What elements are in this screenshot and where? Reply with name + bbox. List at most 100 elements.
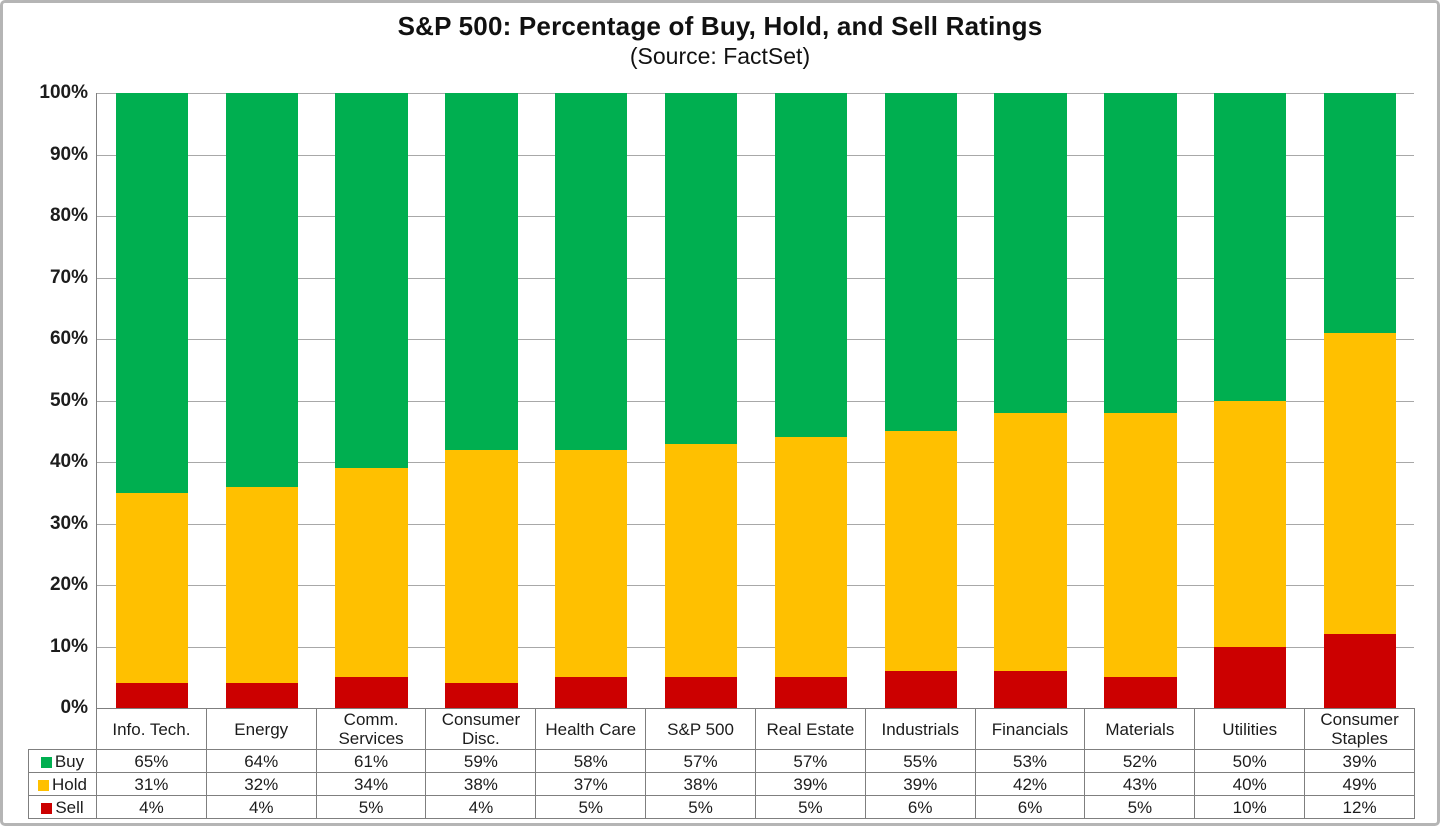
legend-swatch-sell	[41, 802, 53, 814]
legend-cell-hold: Hold	[28, 772, 97, 797]
value-cell-hold: 42%	[974, 772, 1086, 797]
category-header-cell: S&P 500	[645, 707, 756, 751]
table-row: Buy 65% 64% 61% 59% 58% 57% 57% 55% 53% 52% 50% 39%	[28, 749, 1415, 774]
legend-label: Hold	[52, 774, 87, 794]
value-cell-buy: 57%	[645, 749, 756, 774]
value-cell-hold: 39%	[754, 772, 866, 797]
stacked-bar	[225, 93, 298, 708]
y-axis-label: 100%	[39, 82, 88, 103]
value-cell-buy: 57%	[754, 749, 866, 774]
bar-column	[536, 93, 646, 708]
y-axis-label: 70%	[49, 266, 88, 288]
value-cell-buy: 65%	[96, 749, 207, 774]
value-cell-buy: 58%	[535, 749, 647, 774]
value-cell-hold: 49%	[1304, 772, 1415, 797]
bar-segment-hold	[445, 449, 518, 684]
bar-segment-hold	[115, 492, 189, 684]
stacked-bar	[1214, 93, 1287, 708]
bar-column	[207, 93, 317, 708]
value-cell-hold: 38%	[425, 772, 537, 797]
bar-column	[866, 93, 976, 708]
legend-label: Buy	[54, 751, 85, 771]
legend-cell-buy: Buy	[28, 749, 97, 774]
value-cell-sell: 4%	[96, 795, 207, 820]
value-cell-sell: 6%	[974, 795, 1086, 820]
bar-segment-hold	[884, 431, 957, 672]
bar-segment-hold	[335, 468, 408, 678]
value-cell-buy: 50%	[1194, 749, 1306, 774]
bar-segment-buy	[884, 93, 957, 432]
value-cell-sell: 5%	[315, 795, 427, 820]
bar-segment-sell	[994, 671, 1067, 708]
bar-segment-hold	[774, 437, 848, 678]
category-header-cell: Consumer Disc.	[425, 707, 537, 751]
data-table: Info. Tech. Energy Comm. Services Consumer …	[28, 707, 1415, 820]
category-header-cell: Real Estate	[754, 707, 866, 751]
value-cell-hold: 38%	[645, 772, 756, 797]
table-corner-cell	[29, 709, 97, 750]
stacked-bar	[1104, 93, 1177, 708]
bar-segment-hold	[1104, 412, 1177, 678]
bar-segment-hold	[664, 443, 738, 678]
stacked-bar	[445, 93, 518, 708]
y-axis-label: 90%	[49, 143, 88, 165]
gridline	[97, 154, 1414, 156]
y-axis-label: 60%	[49, 328, 88, 349]
bar-column	[976, 93, 1086, 708]
gridline	[97, 339, 1414, 340]
bar-column	[317, 93, 427, 708]
gridline	[97, 523, 1414, 525]
bar-column	[646, 93, 756, 708]
value-cell-hold: 34%	[315, 772, 427, 797]
value-cell-buy: 55%	[864, 749, 976, 774]
value-cell-buy: 39%	[1304, 749, 1415, 774]
bar-segment-hold	[1214, 400, 1287, 647]
bar-segment-buy	[1323, 93, 1397, 333]
gridline	[97, 400, 1414, 402]
value-cell-sell: 4%	[425, 795, 537, 820]
bar-column	[97, 93, 207, 708]
y-axis-label: 20%	[49, 574, 88, 595]
bar-segment-sell	[664, 677, 738, 708]
bar-column	[427, 93, 537, 708]
bar-column	[1305, 93, 1415, 708]
legend-swatch-hold	[38, 779, 50, 791]
chart-title: S&P 500: Percentage of Buy, Hold, and Se…	[397, 11, 1043, 41]
gridline	[97, 646, 1414, 648]
value-cell-hold: 32%	[205, 772, 317, 797]
value-cell-buy: 52%	[1084, 749, 1196, 774]
bar-column	[756, 93, 866, 708]
bar-segment-sell	[884, 671, 957, 708]
category-header-cell: Materials	[1084, 707, 1196, 751]
value-cell-sell: 5%	[754, 795, 866, 820]
stacked-bar	[774, 93, 848, 708]
bar-segment-sell	[225, 683, 298, 708]
bar-segment-buy	[335, 93, 408, 469]
stacked-bar	[335, 93, 408, 708]
y-axis-label: 30%	[49, 512, 88, 534]
bar-segment-buy	[1104, 93, 1177, 413]
bar-segment-buy	[1214, 93, 1287, 401]
bar-segment-buy	[994, 93, 1067, 413]
table-row: Hold 31% 32% 34% 38% 37% 38% 39% 39% 42% 43% 40% 49%	[28, 772, 1415, 797]
value-cell-sell: 12%	[1304, 795, 1415, 820]
value-cell-sell: 5%	[645, 795, 756, 820]
stacked-bar	[884, 93, 957, 708]
bar-segment-sell	[774, 677, 848, 708]
bar-segment-sell	[1104, 677, 1177, 708]
gridline	[97, 462, 1414, 463]
bar-segment-hold	[994, 412, 1067, 672]
chart-subtitle: (Source: FactSet)	[629, 43, 811, 69]
value-cell-sell: 5%	[1084, 795, 1196, 820]
bar-segment-hold	[225, 486, 298, 684]
value-cell-hold: 31%	[96, 772, 207, 797]
bar-segment-buy	[664, 93, 738, 444]
stacked-bar	[115, 93, 189, 708]
value-cell-sell: 10%	[1194, 795, 1306, 820]
value-cell-hold: 37%	[535, 772, 647, 797]
gridline	[97, 93, 1414, 94]
category-header-cell: Consumer Staples	[1304, 707, 1415, 751]
plot-area	[96, 93, 1415, 709]
bar-segment-buy	[115, 93, 189, 493]
